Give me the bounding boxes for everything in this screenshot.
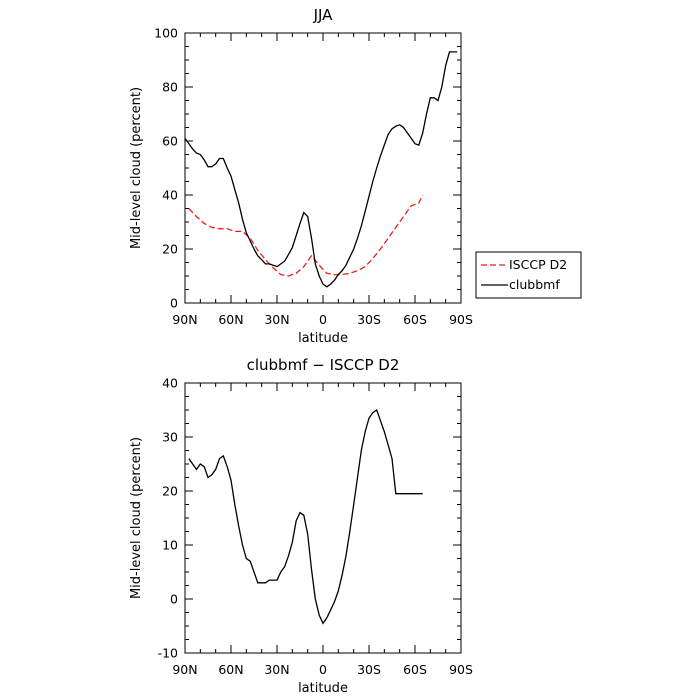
legend: ISCCP D2 clubbmf <box>475 251 582 299</box>
y-tick-label: 40 <box>162 188 178 203</box>
x-tick-label: 0 <box>319 312 327 327</box>
x-tick-label: 30N <box>264 662 289 677</box>
x-tick-label: 90N <box>172 662 197 677</box>
series-line-clubbmf <box>185 51 458 288</box>
chart-title: clubbmf − ISCCP D2 <box>247 356 400 374</box>
chart-title: JJA <box>313 6 334 24</box>
y-tick-label: 30 <box>162 430 178 445</box>
bottom-panel: clubbmf − ISCCP D2 90N 60N 30N 0 30S 60S 90S -10… <box>129 356 473 696</box>
y-tick-label: 80 <box>162 80 178 95</box>
x-tick-label: 60S <box>403 662 427 677</box>
series-line-difference <box>188 408 423 625</box>
y-tick-label: 10 <box>162 538 178 553</box>
y-axis-label: Mid-level cloud (percent) <box>129 87 144 249</box>
x-tick-label: 90N <box>172 312 197 327</box>
y-tick-label: 100 <box>154 26 178 41</box>
x-tick-label: 30S <box>357 312 381 327</box>
plot-frame <box>184 32 462 304</box>
plot-frame <box>184 382 462 654</box>
y-tick-label: 20 <box>162 242 178 257</box>
x-tick-label: 30S <box>357 662 381 677</box>
y-axis-label: Mid-level cloud (percent) <box>129 437 144 599</box>
y-tick-label: 40 <box>162 376 178 391</box>
x-tick-label: 90S <box>449 312 473 327</box>
x-axis-label: latitude <box>298 681 348 696</box>
x-tick-label: 60N <box>218 662 243 677</box>
y-tick-label: 20 <box>162 484 178 499</box>
x-tick-label: 30N <box>264 312 289 327</box>
x-tick-label: 60N <box>218 312 243 327</box>
x-axis-label: latitude <box>298 331 348 346</box>
x-tick-label: 60S <box>403 312 427 327</box>
y-tick-label: 0 <box>170 592 178 607</box>
legend-label: clubbmf <box>509 277 560 292</box>
top-panel: JJA 90N 60N 30N 0 30S 60S 90S 0 20 40 60 80 100 latitu… <box>129 6 582 346</box>
y-tick-label: 60 <box>162 134 178 149</box>
legend-box <box>475 251 582 299</box>
x-tick-label: 0 <box>319 662 327 677</box>
series-line-isccp-d2 <box>188 194 424 277</box>
legend-label: ISCCP D2 <box>509 257 567 272</box>
y-tick-label: 0 <box>170 296 178 311</box>
y-tick-label: -10 <box>158 646 178 661</box>
x-tick-label: 90S <box>449 662 473 677</box>
